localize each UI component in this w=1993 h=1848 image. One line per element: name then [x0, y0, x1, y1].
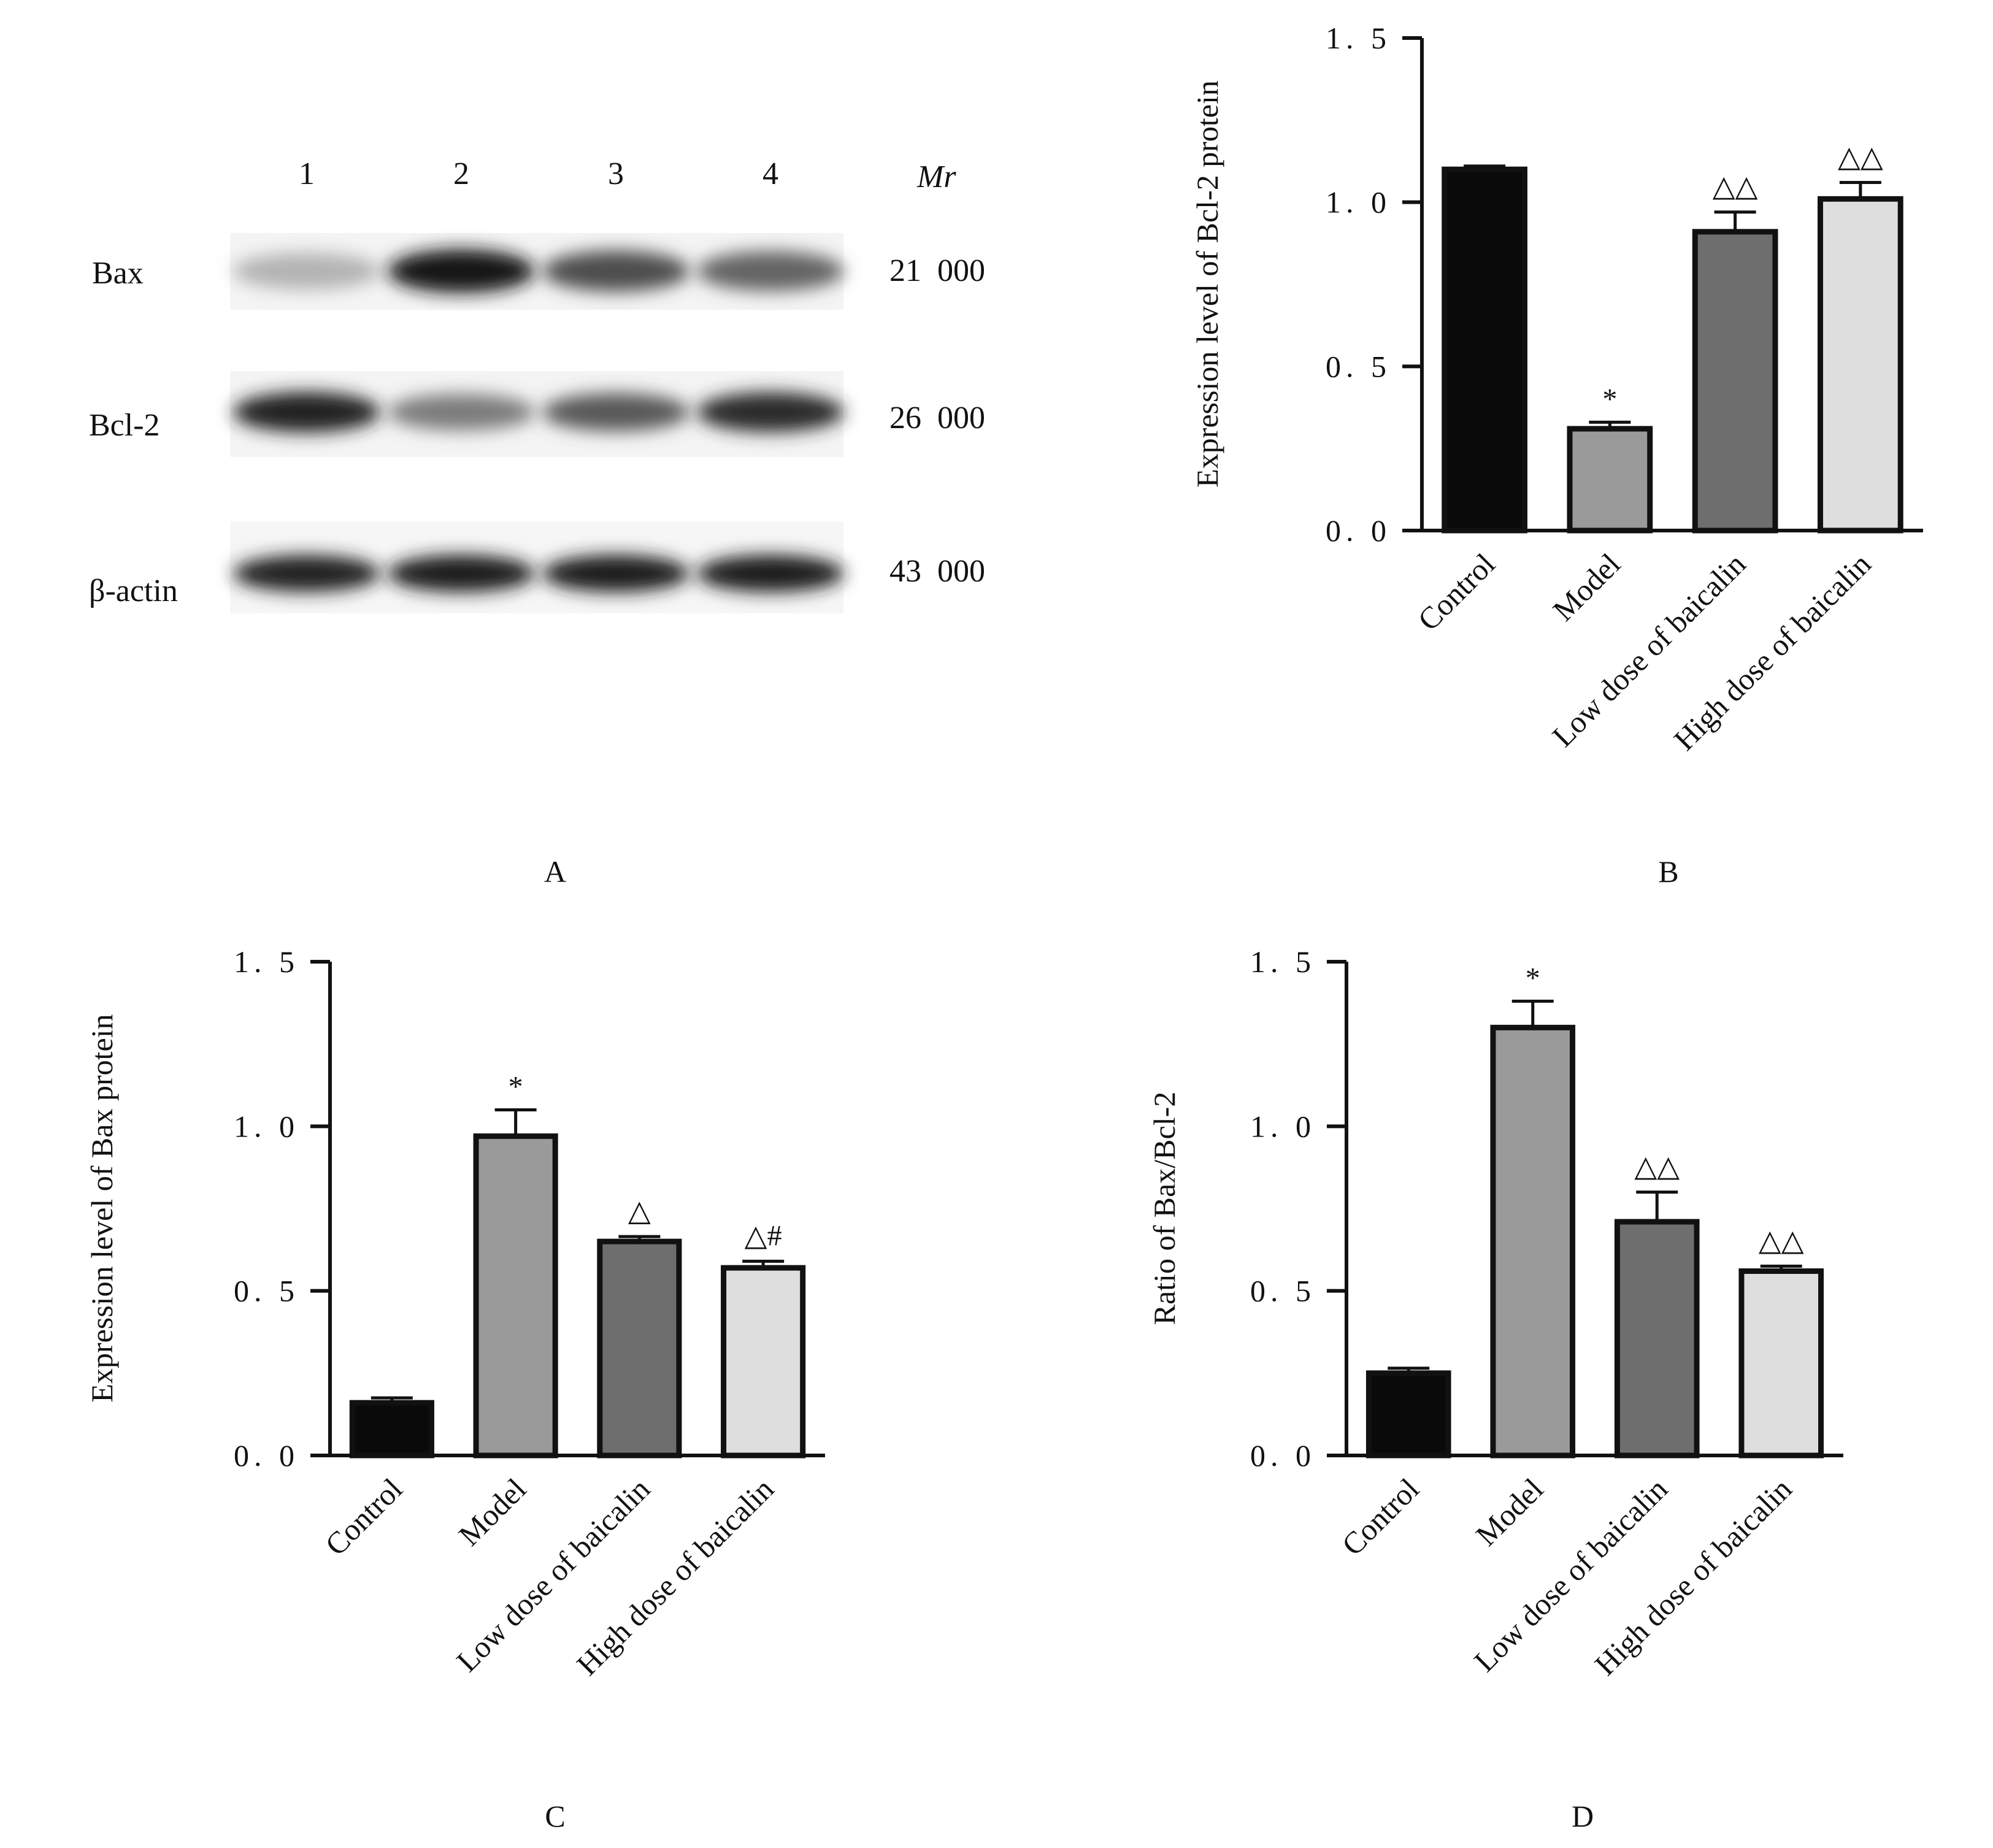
lane-number: 2: [453, 156, 469, 191]
blot-band: [388, 394, 535, 431]
y-tick-label: 0. 5: [234, 1274, 299, 1308]
lane-number: 4: [762, 156, 778, 191]
y-tick-label: 0. 5: [1250, 1274, 1316, 1308]
blot-band: [388, 554, 535, 592]
y-tick-label: 1. 0: [1326, 185, 1391, 220]
chart-panel-d: 0. 0 0. 5 1. 0 1. 5 Ratio of Bax/Bcl-2 Contro…: [1147, 945, 1843, 1682]
bar: [1692, 229, 1778, 534]
blot-band: [697, 251, 844, 291]
bar: [1442, 166, 1527, 534]
mr-header: Mr: [916, 159, 956, 194]
western-blot-panel: 1 2 3 4 Mr Bax Bcl-2 β-actin 21 000 26 0…: [89, 156, 985, 889]
blot-band: [542, 393, 689, 432]
panel-label-c: C: [545, 1799, 565, 1833]
significance-label: △△: [1713, 171, 1758, 203]
bar: [349, 1400, 434, 1459]
blot-band: [233, 554, 380, 592]
protein-label-bax: Bax: [92, 256, 144, 291]
significance-label: △△: [1634, 1151, 1680, 1183]
lane-number: 1: [299, 156, 315, 191]
category-label: Control: [1335, 1471, 1426, 1562]
protein-label-actin: β-actin: [89, 573, 178, 608]
blot-band: [697, 554, 844, 592]
bar: [1818, 196, 1903, 534]
chart-panel-b: 0. 0 0. 5 1. 0 1. 5 Expression level of Bcl-…: [1190, 21, 1923, 757]
mr-value-bcl2: 26 000: [889, 401, 985, 435]
y-tick-label: 0. 5: [1326, 349, 1391, 383]
bar: [1567, 426, 1653, 534]
lane-number: 3: [608, 156, 624, 191]
y-tick-label: 0. 0: [1250, 1438, 1316, 1473]
bar: [721, 1265, 806, 1459]
bar: [1365, 1370, 1451, 1459]
bar: [1614, 1219, 1700, 1459]
y-tick-label: 1. 0: [234, 1109, 299, 1143]
y-axis-title: Expression level of Bax protein: [85, 1014, 119, 1402]
panel-label-d: D: [1572, 1799, 1594, 1833]
category-label: Control: [318, 1471, 409, 1562]
category-label: Model: [1469, 1471, 1550, 1552]
blot-band: [542, 250, 689, 292]
y-tick-label: 1. 5: [1326, 21, 1391, 55]
bar: [1490, 1024, 1576, 1459]
significance-label: *: [509, 1071, 523, 1103]
bar: [1738, 1268, 1824, 1459]
blot-band: [233, 391, 380, 433]
protein-label-bcl2: Bcl-2: [89, 408, 160, 443]
y-axis-title: Expression level of Bcl-2 protein: [1190, 80, 1224, 488]
significance-label: *: [1526, 962, 1540, 994]
category-label: Model: [1546, 546, 1627, 627]
panel-label-a: A: [544, 854, 566, 889]
y-tick-label: 1. 0: [1250, 1109, 1316, 1143]
bar: [597, 1238, 682, 1459]
y-tick-label: 0. 0: [234, 1438, 299, 1473]
bar: [473, 1133, 558, 1459]
chart-panel-c: 0. 0 0. 5 1. 0 1. 5 Expression level of Bax …: [85, 945, 825, 1682]
blot-band: [542, 554, 689, 592]
blot-band: [233, 253, 380, 289]
blot-band: [697, 392, 844, 432]
blot-bands: [233, 249, 844, 592]
significance-label: △△: [1838, 141, 1883, 174]
y-axis-title: Ratio of Bax/Bcl-2: [1147, 1092, 1181, 1325]
y-tick-label: 1. 5: [1250, 945, 1316, 979]
mr-value-bax: 21 000: [889, 253, 985, 288]
lane-number-row: 1 2 3 4: [299, 156, 778, 191]
mr-value-actin: 43 000: [889, 554, 985, 589]
y-tick-label: 0. 0: [1326, 513, 1391, 548]
category-label: Control: [1411, 546, 1502, 637]
significance-label: △#: [745, 1219, 782, 1252]
category-label: Model: [451, 1471, 532, 1552]
y-tick-label: 1. 5: [234, 945, 299, 979]
blot-band: [388, 249, 535, 293]
significance-label: △△: [1759, 1224, 1804, 1257]
significance-label: *: [1602, 383, 1617, 415]
panel-label-b: B: [1658, 854, 1678, 889]
significance-label: △: [628, 1195, 651, 1227]
